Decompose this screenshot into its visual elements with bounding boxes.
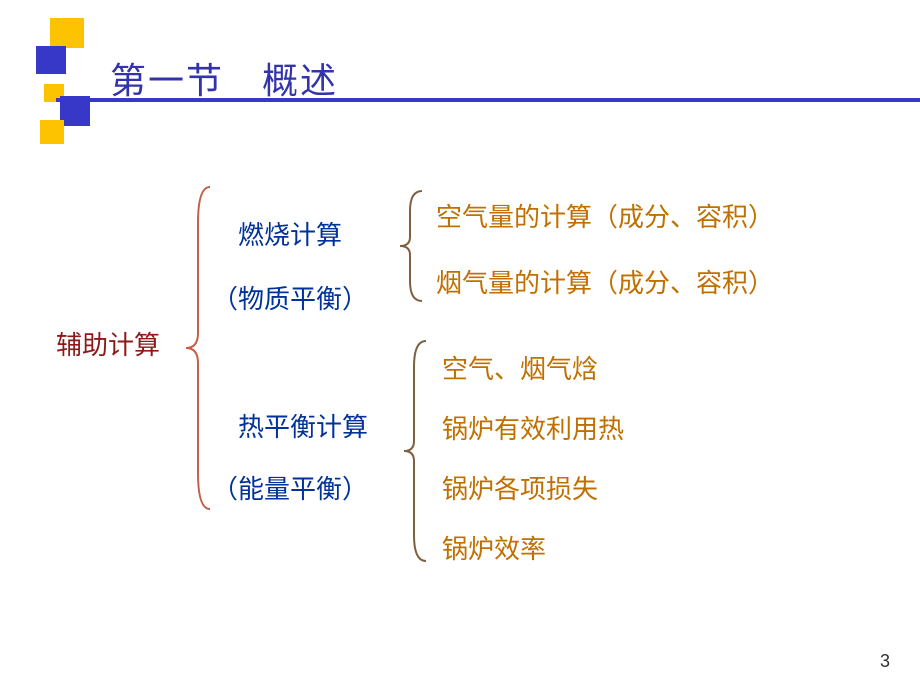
leaf-node: 烟气量的计算（成分、容积） [436,263,774,300]
slide-title: 第一节 概述 [110,52,338,104]
root-node: 辅助计算 [56,325,160,362]
branch-sublabel: （能量平衡） [212,469,368,506]
branch-brace [394,187,430,305]
accent-square [36,46,66,74]
leaf-node: 空气量的计算（成分、容积） [436,197,774,234]
accent-square [40,120,64,144]
leaf-node: 锅炉有效利用热 [442,409,624,446]
branch-label: 燃烧计算 [238,215,342,252]
leaf-node: 空气、烟气焓 [442,349,598,386]
accent-square [50,18,84,48]
branch-brace [398,337,434,565]
leaf-node: 锅炉效率 [442,529,546,566]
branch-label: 热平衡计算 [238,407,368,444]
root-brace [178,183,218,513]
leaf-node: 锅炉各项损失 [442,469,598,506]
branch-sublabel: （物质平衡） [212,279,368,316]
page-number: 3 [880,651,890,672]
